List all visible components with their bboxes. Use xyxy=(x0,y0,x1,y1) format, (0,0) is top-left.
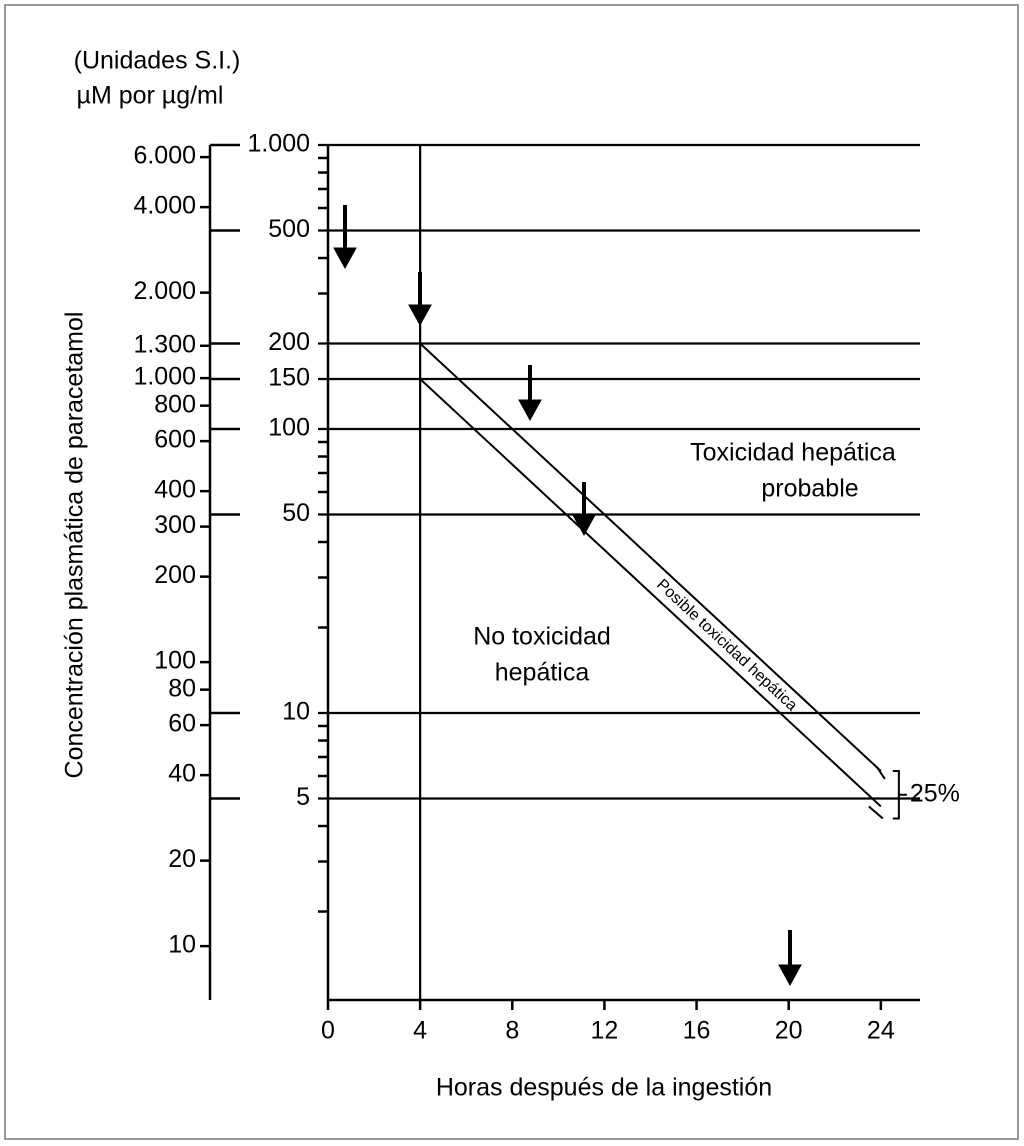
y-tick-label: 1.000 xyxy=(247,130,310,158)
y-axis-title: Concentración plasmática de paracetamol xyxy=(61,312,89,779)
zone-label: Posible toxicidad hepática xyxy=(653,576,800,714)
y2-tick-label: 1.000 xyxy=(133,363,196,391)
arrows xyxy=(333,205,802,987)
y2-tick-label: 400 xyxy=(154,476,196,504)
frame xyxy=(4,4,1019,1140)
y2-tick-label: 60 xyxy=(168,710,196,738)
x-tick-label: 12 xyxy=(591,1017,619,1045)
y-tick-label: 200 xyxy=(268,328,310,356)
y2-tick-label: 6.000 xyxy=(133,142,196,170)
y2-tick-label: 20 xyxy=(168,845,196,873)
x-axis-title: Horas después de la ingestión xyxy=(436,1074,772,1102)
y2-tick-label: 4.000 xyxy=(133,192,196,220)
arrow-head xyxy=(518,399,542,422)
band-end xyxy=(868,805,884,820)
unit-caption: (Unidades S.I.) xyxy=(74,47,241,75)
zone-label: No toxicidad xyxy=(473,623,611,651)
arrow-head xyxy=(778,964,802,987)
zone-label: hepática xyxy=(495,659,590,687)
y2-tick-label: 300 xyxy=(154,511,196,539)
y-tick-label: 5 xyxy=(296,783,310,811)
x-tick-label: 8 xyxy=(505,1017,519,1045)
y2-tick-label: 1.300 xyxy=(133,330,196,358)
band-bracket xyxy=(892,769,907,820)
x-tick-label: 0 xyxy=(321,1017,335,1045)
y-tick-label: 100 xyxy=(268,414,310,442)
unit-subcaption: µM por µg/ml xyxy=(77,82,224,110)
x-tick-label: 24 xyxy=(867,1017,895,1045)
y2-tick-label: 10 xyxy=(168,931,196,959)
x-tick-label: 16 xyxy=(683,1017,711,1045)
x-tick-label: 20 xyxy=(775,1017,803,1045)
y2-tick-label: 40 xyxy=(168,760,196,788)
y2-tick-label: 100 xyxy=(154,647,196,675)
y2-tick-label: 200 xyxy=(154,561,196,589)
threshold-line xyxy=(419,342,882,772)
y2-tick-label: 600 xyxy=(154,426,196,454)
y2-tick-label: 800 xyxy=(154,390,196,418)
y2-tick-label: 80 xyxy=(168,674,196,702)
threshold-line xyxy=(419,378,882,808)
arrow-head xyxy=(333,247,357,270)
y-tick-label: 500 xyxy=(268,215,310,243)
y-tick-label: 150 xyxy=(268,364,310,392)
band-label: 25% xyxy=(910,779,960,807)
zone-label: probable xyxy=(761,475,858,503)
y-tick-label: 10 xyxy=(282,698,310,726)
x-tick-label: 4 xyxy=(413,1017,427,1045)
band-end xyxy=(876,766,886,780)
y2-tick-label: 2.000 xyxy=(133,277,196,305)
zone-label: Toxicidad hepática xyxy=(690,439,896,467)
y-tick-label: 50 xyxy=(282,499,310,527)
